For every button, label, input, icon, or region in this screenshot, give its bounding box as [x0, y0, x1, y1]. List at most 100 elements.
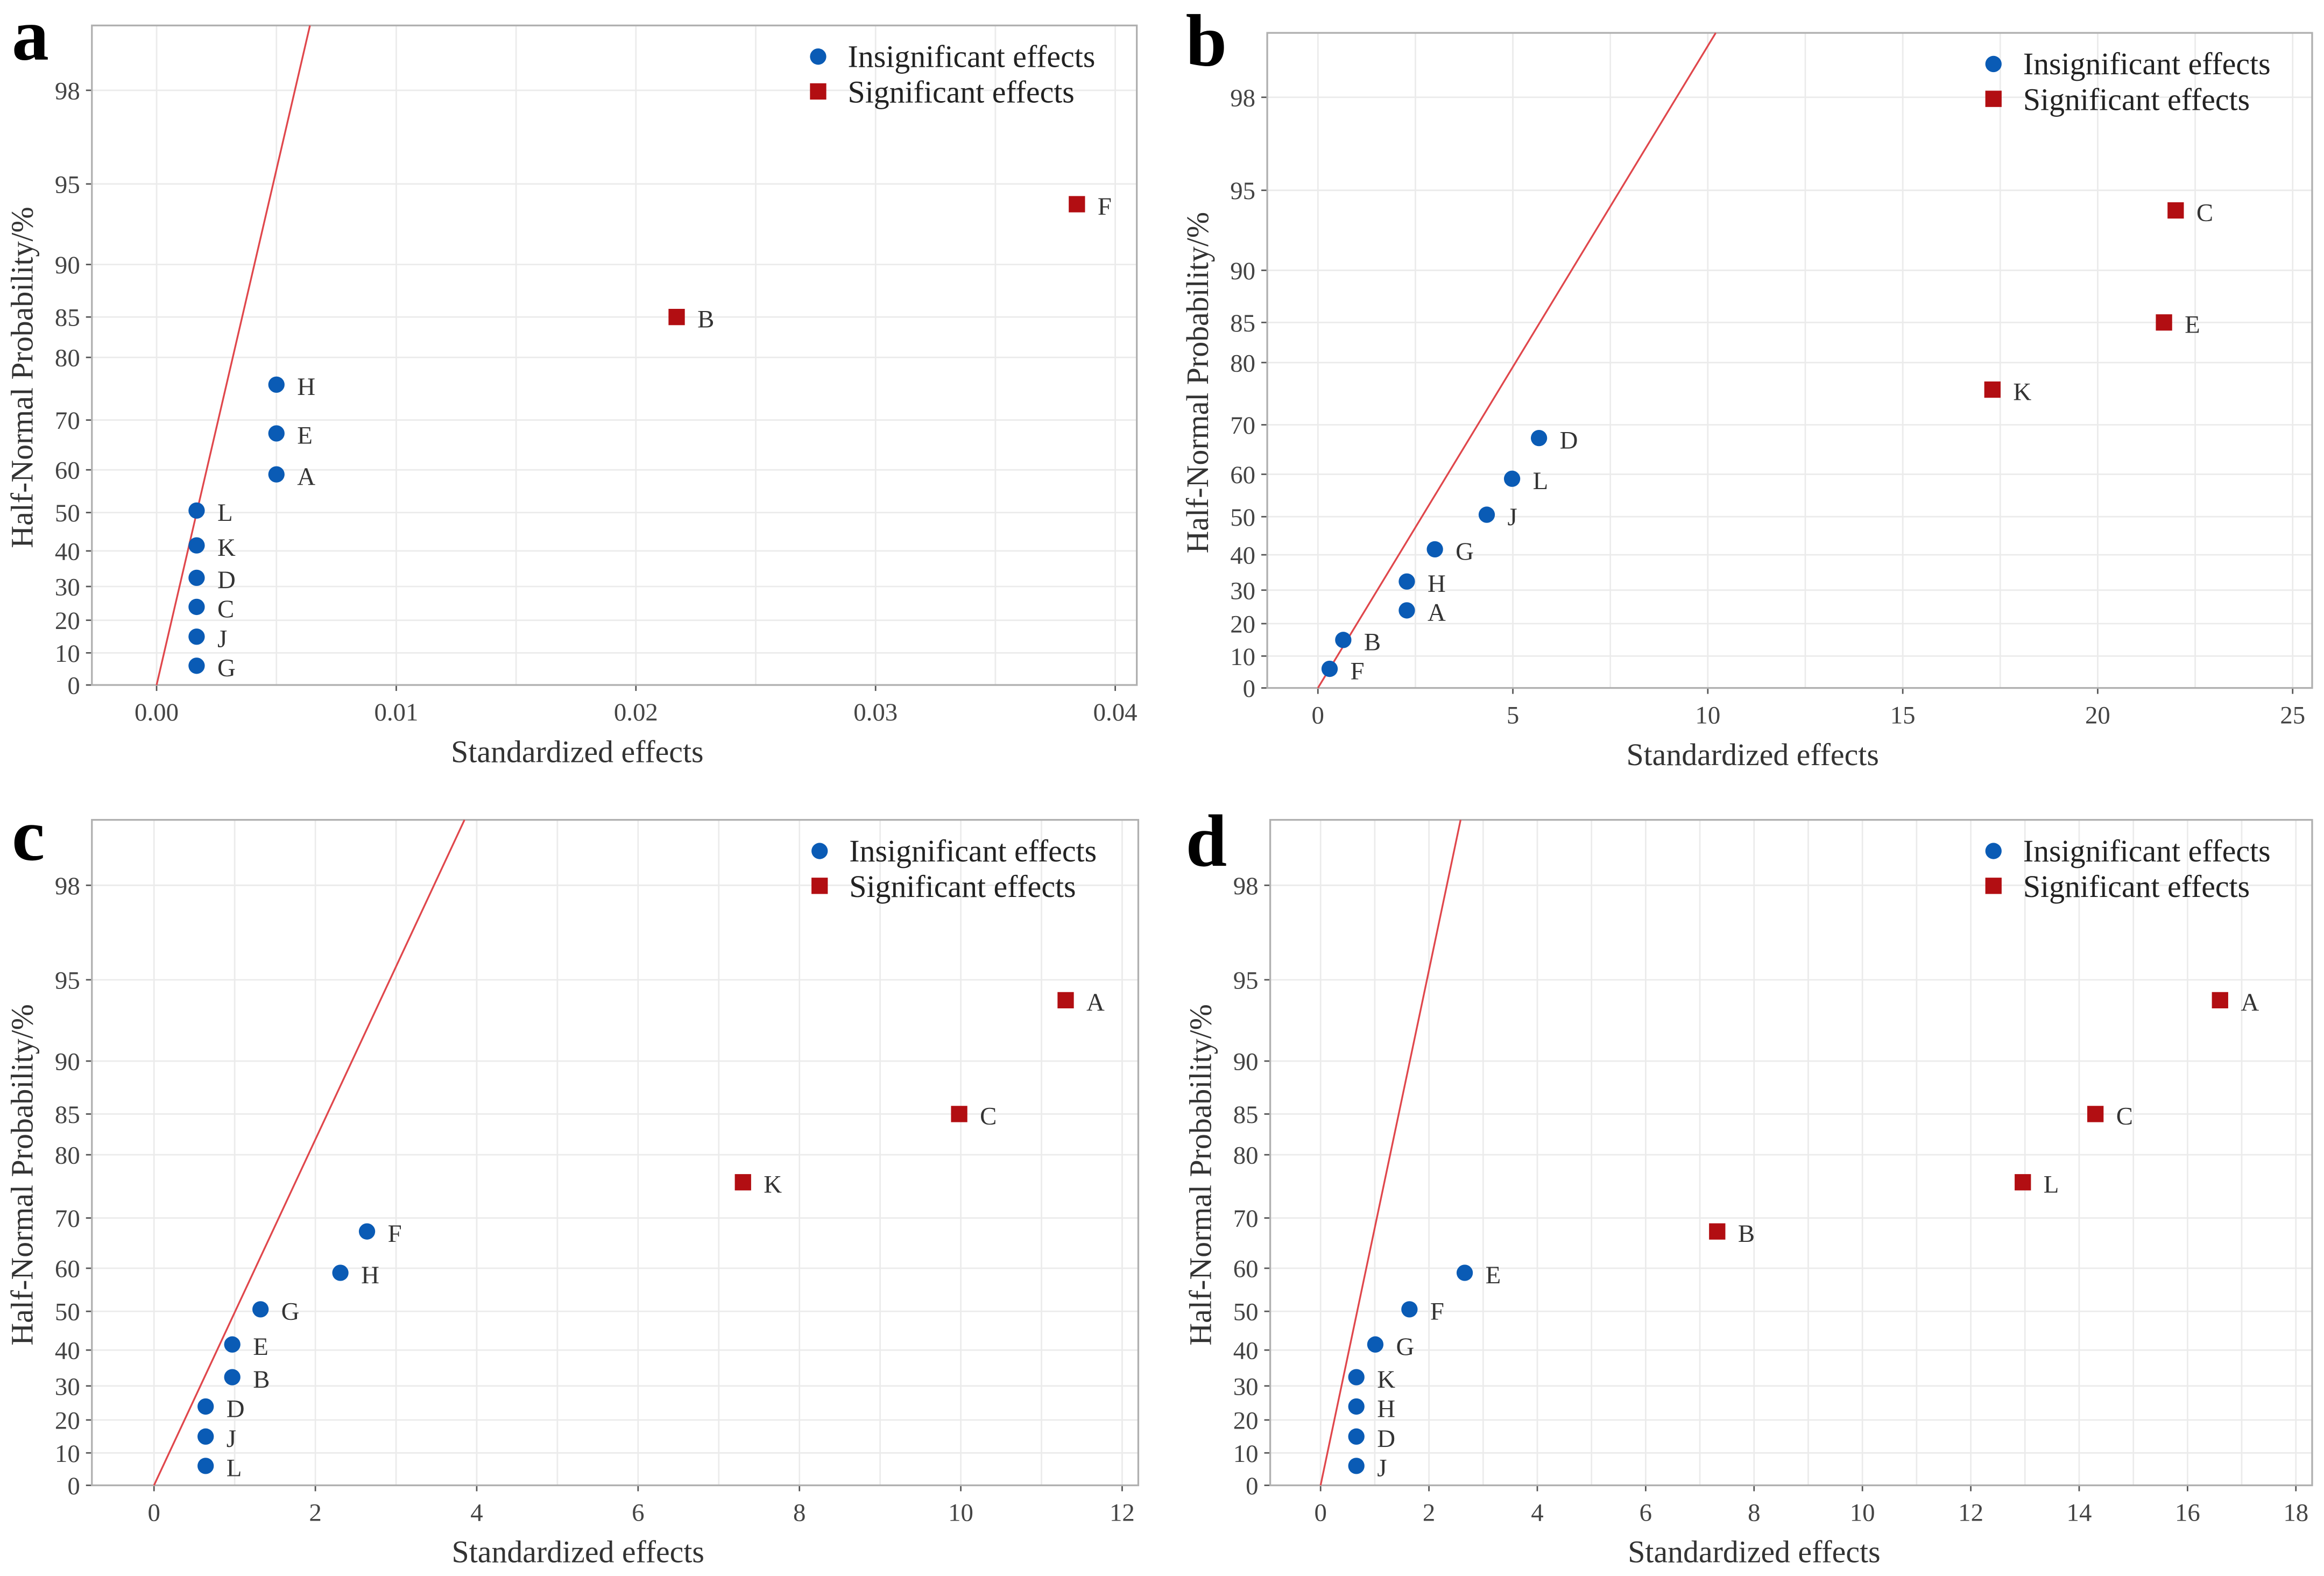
legend-significant-marker — [1985, 878, 2002, 894]
y-tick-label: 50 — [55, 499, 80, 527]
y-tick-label: 90 — [55, 251, 80, 279]
point-label: D — [227, 1395, 245, 1423]
y-tick-label: 80 — [55, 344, 80, 372]
x-tick-label: 0 — [1312, 702, 1324, 730]
x-tick-label: 2 — [1423, 1499, 1435, 1527]
y-tick-label: 98 — [55, 872, 80, 900]
insignificant-point-D — [1348, 1428, 1365, 1445]
significant-point-C — [2087, 1106, 2104, 1122]
y-tick-label: 10 — [55, 640, 80, 668]
x-tick-label: 4 — [470, 1499, 483, 1527]
significant-point-A — [2212, 992, 2228, 1009]
y-tick-label: 50 — [55, 1298, 80, 1326]
point-label: K — [1377, 1366, 1395, 1394]
point-label: K — [2013, 378, 2031, 406]
legend-insignificant-marker — [1985, 843, 2002, 859]
legend-significant-marker — [810, 83, 827, 100]
y-tick-label: 0 — [1243, 675, 1255, 703]
panel-c: 0 10 20 30 40 50 60 70 80 85 90 95 98 0 2 4 6 8 10 12 LJDBEG… — [5, 794, 1140, 1570]
plot-background — [1267, 33, 2312, 688]
significant-point-F — [1069, 196, 1085, 213]
y-tick-label: 40 — [55, 538, 80, 566]
point-label: B — [253, 1366, 270, 1394]
y-tick-label: 20 — [55, 607, 80, 635]
y-tick-label: 98 — [1230, 84, 1255, 112]
point-label: D — [1560, 426, 1578, 454]
y-tick-label: 80 — [1233, 1142, 1259, 1170]
insignificant-point-L — [188, 502, 205, 519]
insignificant-point-K — [1348, 1369, 1365, 1386]
insignificant-point-J — [1348, 1458, 1365, 1474]
point-label: K — [764, 1171, 782, 1199]
point-label: L — [217, 499, 233, 527]
point-label: L — [2044, 1171, 2059, 1199]
y-tick-label: 20 — [55, 1407, 80, 1435]
y-tick-label: 60 — [1233, 1255, 1259, 1283]
y-tick-label: 30 — [55, 574, 80, 602]
point-label: E — [297, 422, 313, 450]
point-label: F — [388, 1220, 402, 1248]
point-label: E — [1486, 1261, 1501, 1289]
y-tick-label: 10 — [1230, 643, 1255, 671]
point-label: B — [697, 305, 714, 333]
x-tick-label: 10 — [948, 1499, 973, 1527]
insignificant-point-B — [1335, 632, 1352, 648]
insignificant-point-K — [188, 537, 205, 554]
point-label: F — [1098, 193, 1112, 221]
significant-point-K — [734, 1174, 751, 1191]
point-label: J — [227, 1425, 236, 1453]
x-axis-title: Standardized effects — [451, 734, 703, 769]
x-tick-label: 4 — [1531, 1499, 1543, 1527]
point-label: D — [217, 566, 236, 594]
insignificant-point-H — [1348, 1398, 1365, 1415]
point-label: L — [227, 1454, 242, 1482]
significant-point-C — [2167, 202, 2184, 219]
y-axis-title: Half-Normal Probability/% — [5, 207, 40, 548]
legend-insignificant-label: Insignificant effects — [2023, 46, 2271, 81]
x-axis-title: Standardized effects — [1626, 737, 1878, 772]
y-tick-label: 0 — [67, 672, 80, 700]
y-tick-label: 70 — [1233, 1205, 1259, 1233]
insignificant-point-E — [268, 425, 285, 442]
y-tick-label: 90 — [1233, 1048, 1259, 1076]
x-tick-label: 20 — [2085, 702, 2110, 730]
plot-frame — [1266, 32, 2313, 689]
insignificant-point-F — [358, 1223, 376, 1240]
insignificant-point-D — [188, 569, 205, 586]
insignificant-point-H — [268, 376, 285, 393]
x-tick-label: 25 — [2280, 702, 2305, 730]
legend-significant-marker — [811, 878, 828, 894]
legend-significant-marker — [1985, 90, 2002, 107]
x-tick-label: 6 — [1640, 1499, 1652, 1527]
x-tick-label: 15 — [1890, 702, 1916, 730]
point-label: B — [1738, 1220, 1755, 1248]
insignificant-point-G — [1426, 541, 1443, 558]
y-tick-label: 95 — [1233, 966, 1259, 994]
point-label: H — [297, 373, 315, 401]
legend-significant-label: Significant effects — [849, 869, 1076, 904]
panel-letter: b — [1186, 0, 1227, 82]
x-tick-label: 10 — [1695, 702, 1720, 730]
insignificant-point-H — [1398, 573, 1415, 590]
legend-insignificant-label: Insignificant effects — [2023, 833, 2271, 868]
significant-point-A — [1057, 992, 1074, 1009]
plot-background — [1270, 819, 2312, 1486]
y-tick-label: 95 — [55, 171, 80, 199]
legend-insignificant-marker — [810, 48, 827, 65]
point-label: H — [1428, 570, 1446, 598]
y-tick-label: 80 — [55, 1142, 80, 1170]
point-label: H — [361, 1261, 379, 1289]
insignificant-point-L — [1503, 470, 1521, 487]
insignificant-point-G — [188, 658, 205, 674]
x-tick-label: 0.01 — [374, 698, 418, 726]
legend-significant-label: Significant effects — [2023, 82, 2250, 117]
y-tick-label: 60 — [55, 457, 80, 485]
y-tick-label: 10 — [1233, 1440, 1259, 1468]
significant-point-B — [668, 309, 685, 326]
y-tick-label: 90 — [55, 1048, 80, 1076]
x-tick-label: 12 — [1110, 1499, 1135, 1527]
y-tick-label: 70 — [55, 407, 80, 435]
x-tick-label: 18 — [2283, 1499, 2308, 1527]
significant-point-L — [2015, 1174, 2031, 1191]
reference-line — [153, 819, 465, 1486]
